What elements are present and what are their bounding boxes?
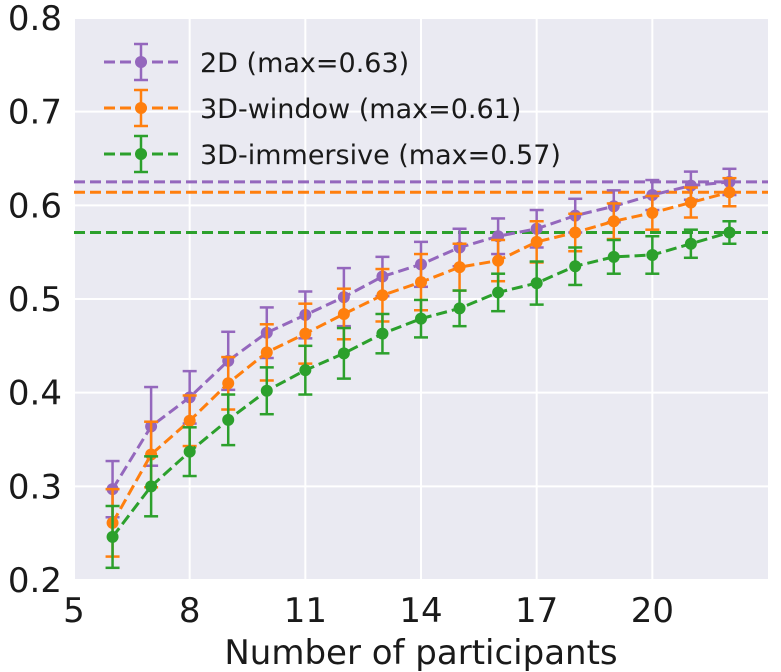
y-tick-label-6: 0.8 [8, 0, 62, 39]
data-point-2-3 [222, 413, 235, 426]
legend-item-2: 3D-immersive (max=0.57) [104, 134, 561, 174]
data-point-2-7 [376, 327, 389, 340]
data-point-2-6 [337, 347, 350, 360]
data-point-2-11 [530, 277, 543, 290]
y-tick-label-1: 0.3 [8, 467, 62, 507]
x-axis-label: Number of participants [224, 633, 617, 672]
series-group [105, 167, 737, 570]
data-point-1-14 [646, 206, 659, 219]
data-point-2-1 [145, 480, 158, 493]
y-tick-label-4: 0.6 [8, 186, 62, 226]
series-2 [105, 220, 737, 570]
data-point-2-9 [453, 302, 466, 315]
legend-label-1: 3D-window (max=0.61) [200, 94, 521, 125]
x-tick-label-5: 20 [631, 591, 674, 631]
x-tick-label-1: 8 [179, 591, 201, 631]
data-point-2-5 [299, 364, 312, 377]
x-tick-label-0: 5 [63, 591, 85, 631]
data-point-1-3 [222, 377, 235, 390]
legend-marker-2 [135, 148, 147, 160]
x-tick-label-4: 17 [515, 591, 558, 631]
x-tick-label-3: 14 [399, 591, 442, 631]
y-tick-label-2: 0.4 [8, 374, 62, 414]
legend-item-0: 2D (max=0.63) [104, 42, 409, 82]
data-point-1-15 [684, 196, 697, 209]
data-point-1-10 [492, 254, 505, 267]
data-point-1-4 [260, 346, 273, 359]
legend-item-1: 3D-window (max=0.61) [104, 88, 521, 128]
data-point-1-8 [415, 276, 427, 289]
data-point-1-16 [723, 186, 736, 199]
data-point-2-16 [723, 226, 736, 239]
legend-label-0: 2D (max=0.63) [200, 48, 409, 79]
data-point-1-9 [453, 261, 466, 274]
data-point-2-0 [106, 530, 119, 543]
data-point-2-13 [607, 250, 620, 263]
tick-labels: 5 8 11 14 17 20 0.2 0.3 0.4 0.5 0.6 0.7 0.8 [8, 0, 674, 631]
data-point-2-12 [569, 260, 582, 273]
legend: 2D (max=0.63) 3D-window (max=0.61) 3D-imme… [104, 42, 561, 174]
data-point-2-4 [260, 384, 273, 397]
data-point-2-2 [183, 445, 196, 458]
data-point-1-12 [569, 226, 582, 239]
y-tick-label-5: 0.7 [8, 93, 62, 133]
data-point-2-10 [492, 286, 505, 299]
data-point-1-7 [376, 289, 389, 302]
data-point-1-5 [299, 327, 312, 340]
x-tick-label-2: 11 [284, 591, 327, 631]
y-tick-label-0: 0.2 [8, 561, 62, 601]
legend-marker-1 [135, 102, 147, 114]
data-point-1-13 [607, 215, 620, 228]
legend-marker-0 [135, 56, 147, 68]
data-point-1-6 [337, 307, 350, 320]
data-point-2-15 [684, 237, 697, 250]
y-tick-label-3: 0.5 [8, 280, 62, 320]
legend-label-2: 3D-immersive (max=0.57) [200, 140, 561, 171]
data-point-1-11 [530, 235, 543, 248]
data-point-2-14 [646, 248, 659, 261]
data-point-2-8 [415, 312, 427, 325]
data-point-1-2 [183, 414, 196, 427]
